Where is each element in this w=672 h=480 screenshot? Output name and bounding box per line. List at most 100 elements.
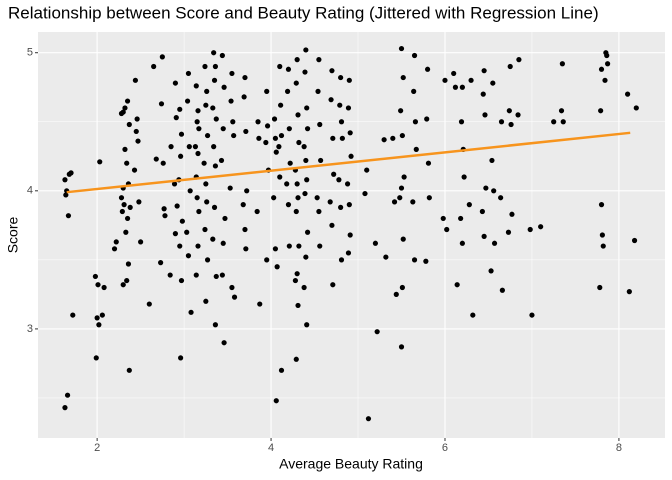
point [177, 243, 183, 249]
point [256, 135, 262, 141]
point [303, 157, 309, 164]
point [295, 195, 301, 201]
point [124, 277, 130, 284]
point [94, 315, 100, 321]
point [398, 344, 405, 350]
point [195, 243, 201, 249]
point [364, 167, 370, 173]
point [482, 112, 488, 118]
point [294, 271, 300, 277]
point [374, 329, 380, 335]
point [304, 322, 310, 328]
x-tick-label: 4 [268, 442, 274, 454]
point [397, 195, 403, 201]
point [213, 273, 219, 280]
point [118, 195, 125, 201]
point [254, 208, 260, 215]
point [507, 63, 513, 70]
point [203, 298, 209, 304]
point [101, 284, 107, 291]
point [230, 119, 236, 125]
point [560, 119, 566, 125]
point [194, 195, 200, 201]
point [490, 80, 496, 86]
point [124, 160, 130, 166]
point [229, 70, 235, 77]
point [483, 185, 489, 191]
point [347, 232, 353, 238]
point [466, 202, 472, 208]
point [243, 128, 249, 135]
point [413, 146, 419, 152]
point [529, 312, 535, 318]
point [424, 116, 430, 122]
point [278, 367, 285, 373]
point [286, 126, 292, 132]
point [509, 211, 515, 217]
point [411, 257, 418, 263]
point [301, 284, 307, 291]
point [426, 195, 432, 201]
point [481, 68, 487, 74]
point [278, 102, 284, 108]
point [204, 199, 210, 205]
point [178, 355, 184, 361]
point [597, 284, 603, 291]
point [498, 119, 505, 125]
point [527, 226, 533, 233]
point [390, 135, 396, 141]
point [211, 50, 217, 56]
point [272, 135, 279, 141]
point [173, 115, 179, 121]
point [172, 80, 179, 86]
point [63, 192, 69, 198]
point [345, 105, 352, 111]
point [345, 250, 352, 256]
point [151, 63, 157, 70]
point [598, 108, 604, 114]
point [195, 108, 201, 114]
point [213, 116, 219, 122]
point [243, 246, 249, 252]
point [296, 139, 302, 146]
point [210, 236, 216, 242]
point [347, 130, 353, 136]
point [303, 47, 309, 53]
point [126, 367, 132, 373]
point [185, 70, 192, 77]
point [203, 181, 209, 187]
point [134, 116, 140, 122]
point [481, 233, 487, 239]
point [399, 284, 405, 291]
y-axis-title: Score [5, 217, 21, 254]
point [294, 181, 300, 187]
point [348, 153, 354, 159]
point [242, 226, 248, 233]
point [64, 392, 71, 398]
point [292, 277, 299, 284]
point [93, 355, 99, 361]
point [285, 66, 292, 72]
point [303, 254, 309, 260]
point [295, 112, 301, 118]
point [294, 57, 300, 63]
point [346, 77, 352, 83]
point [391, 199, 398, 205]
point [271, 195, 277, 201]
point [315, 88, 321, 94]
point [381, 137, 387, 143]
point [177, 106, 183, 112]
point [302, 190, 308, 197]
point [178, 153, 184, 159]
point [372, 240, 379, 246]
point [231, 294, 238, 300]
point [161, 206, 167, 212]
point [122, 146, 128, 152]
point [398, 108, 404, 114]
point [276, 144, 282, 150]
point [196, 208, 202, 215]
point [131, 167, 138, 173]
point [186, 144, 192, 150]
point [491, 240, 498, 246]
point [229, 284, 235, 291]
